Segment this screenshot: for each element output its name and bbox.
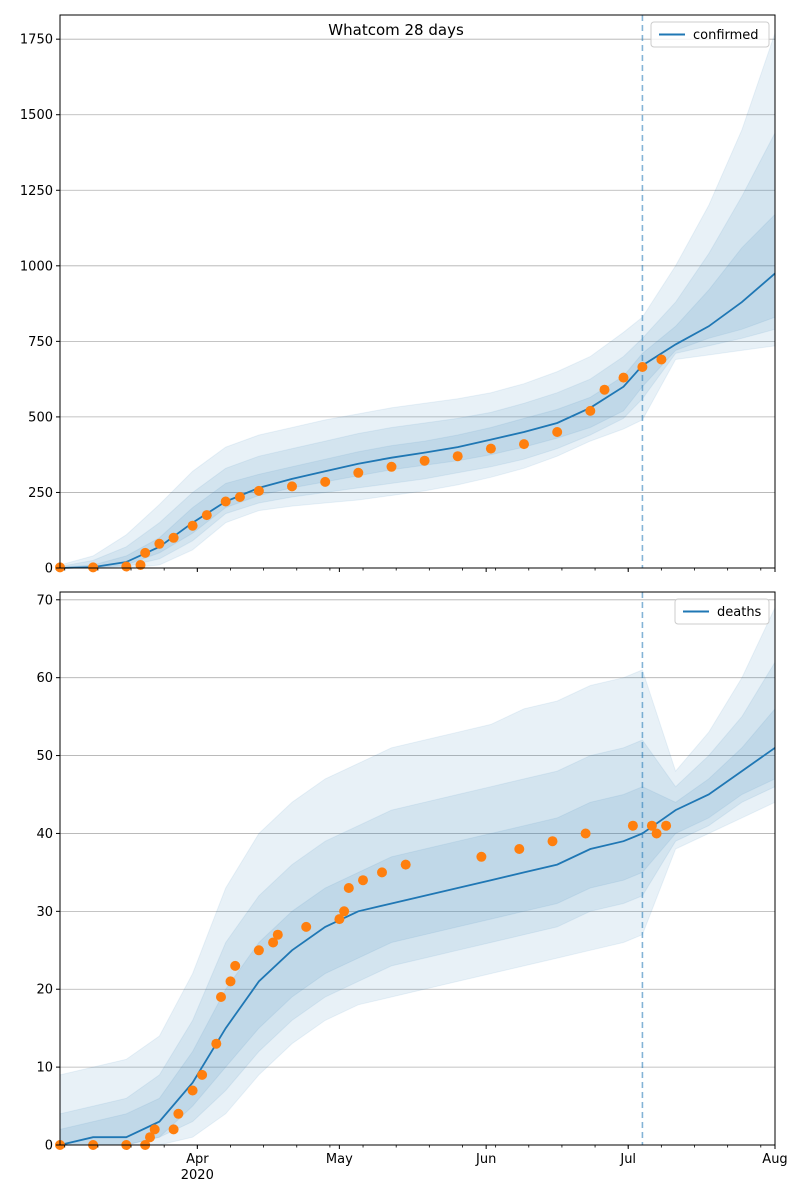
confirmed-ytick-label: 250 <box>28 486 53 501</box>
deaths-observed-point <box>187 1085 198 1096</box>
deaths-observed-point <box>400 859 411 870</box>
deaths-ytick-label: 50 <box>36 749 53 764</box>
deaths-observed-point <box>627 820 638 831</box>
confirmed-observed-point <box>353 467 364 478</box>
confirmed-legend: confirmed <box>650 21 770 48</box>
confirmed-observed-point <box>452 451 463 462</box>
deaths-observed-point <box>173 1108 184 1119</box>
deaths-ytick-label: 40 <box>36 827 53 842</box>
deaths-observed-point <box>476 851 487 862</box>
confirmed-observed-point <box>154 538 165 549</box>
deaths-observed-point <box>211 1038 222 1049</box>
confirmed-ytick-label: 750 <box>28 335 53 350</box>
deaths-ytick-label: 30 <box>36 905 53 920</box>
confirmed-plot-area <box>60 15 775 568</box>
deaths-axes-frame <box>59 591 776 1146</box>
legend-label: confirmed <box>693 28 759 43</box>
deaths-observed-point <box>580 828 591 839</box>
confirmed-ytick-label: 1250 <box>20 184 53 199</box>
confirmed-observed-point <box>168 532 179 543</box>
deaths-observed-point <box>268 937 279 948</box>
xtick-label: Jun <box>475 1152 496 1167</box>
confirmed-ytick-label: 1500 <box>20 108 53 123</box>
confirmed-panel: 0 250 500 750 1000 1250 1500 1750 Whatcom 28 da… <box>20 14 776 577</box>
legend-box <box>650 21 770 48</box>
deaths-observed-point <box>377 867 387 878</box>
deaths-observed-point <box>197 1069 208 1080</box>
confirmed-ytick-label: 1000 <box>20 259 53 274</box>
confirmed-observed-point <box>201 510 212 521</box>
xtick-year-label: 2020 <box>181 1168 214 1183</box>
deaths-ytick-label: 60 <box>36 671 53 686</box>
confirmed-axes-frame <box>59 14 776 569</box>
confirmed-observed-point <box>253 485 264 496</box>
confirmed-observed-point <box>287 481 297 492</box>
confirmed-observed-point <box>140 547 151 558</box>
deaths-observed-point <box>514 844 525 854</box>
confirmed-observed-point <box>88 562 99 573</box>
deaths-legend: deaths <box>674 598 770 625</box>
deaths-observed-point <box>358 875 368 886</box>
deaths-ytick-label: 20 <box>36 983 53 998</box>
confirmed-observed-point <box>618 372 629 383</box>
confirmed-observed-point <box>121 561 132 572</box>
xtick-label: May <box>326 1152 353 1167</box>
confirmed-model-line <box>59 272 776 569</box>
deaths-observed-point <box>230 960 241 971</box>
deaths-observed-point <box>149 1124 160 1135</box>
deaths-observed-point <box>661 820 672 831</box>
confirmed-observed-point <box>656 354 667 365</box>
deaths-observed-point <box>272 929 283 940</box>
confirmed-observed-points <box>55 354 667 573</box>
confirmed-observed-point <box>519 439 529 450</box>
confirmed-observed-point <box>320 476 331 487</box>
confirmed-ytick-label: 0 <box>45 562 53 577</box>
confirmed-observed-point <box>485 443 496 454</box>
confirmed-observed-point <box>552 427 563 437</box>
deaths-y-axis: 0 10 20 30 40 50 60 70 <box>36 593 60 1154</box>
deaths-observed-point <box>334 914 345 925</box>
deaths-observed-point <box>225 976 236 987</box>
confirmed-observed-point <box>386 461 397 472</box>
deaths-observed-point <box>339 906 350 917</box>
xtick-label: Apr <box>186 1152 209 1167</box>
deaths-observed-point <box>547 836 558 847</box>
deaths-observed-point <box>168 1124 179 1135</box>
deaths-observed-point <box>145 1132 155 1143</box>
deaths-observed-point <box>253 945 264 956</box>
deaths-observed-point <box>216 992 226 1002</box>
confirmed-observed-point <box>220 496 231 507</box>
confirmed-observed-point <box>187 520 198 531</box>
confirmed-ytick-label: 500 <box>28 410 53 425</box>
confirmed-observed-point <box>234 492 245 502</box>
deaths-observed-point <box>301 921 312 932</box>
confirmed-x-axis <box>64 568 776 572</box>
deaths-ytick-label: 70 <box>36 593 53 608</box>
deaths-observed-point <box>651 828 662 839</box>
legend-label: deaths <box>717 605 762 620</box>
deaths-ytick-label: 0 <box>45 1139 53 1154</box>
legend-box <box>674 598 770 625</box>
confirmed-observed-point <box>585 405 596 416</box>
confirmed-ytick-label: 1750 <box>20 33 53 48</box>
xtick-label: Jul <box>619 1152 636 1167</box>
confirmed-model-series <box>59 272 776 569</box>
deaths-ytick-label: 10 <box>36 1061 53 1076</box>
confirmed-observed-point <box>599 384 610 395</box>
confirmed-y-axis: 0 250 500 750 1000 1250 1500 1750 <box>20 33 60 577</box>
deaths-plot-area <box>60 592 775 1145</box>
deaths-observed-point <box>343 883 354 893</box>
deaths-observed-point <box>646 820 657 831</box>
chart-title: Whatcom 28 days <box>328 21 464 39</box>
xtick-label: Aug <box>762 1152 787 1167</box>
confirmed-observed-point <box>637 362 648 372</box>
confirmed-observed-point <box>419 455 430 466</box>
deaths-observed-points <box>55 820 672 1150</box>
